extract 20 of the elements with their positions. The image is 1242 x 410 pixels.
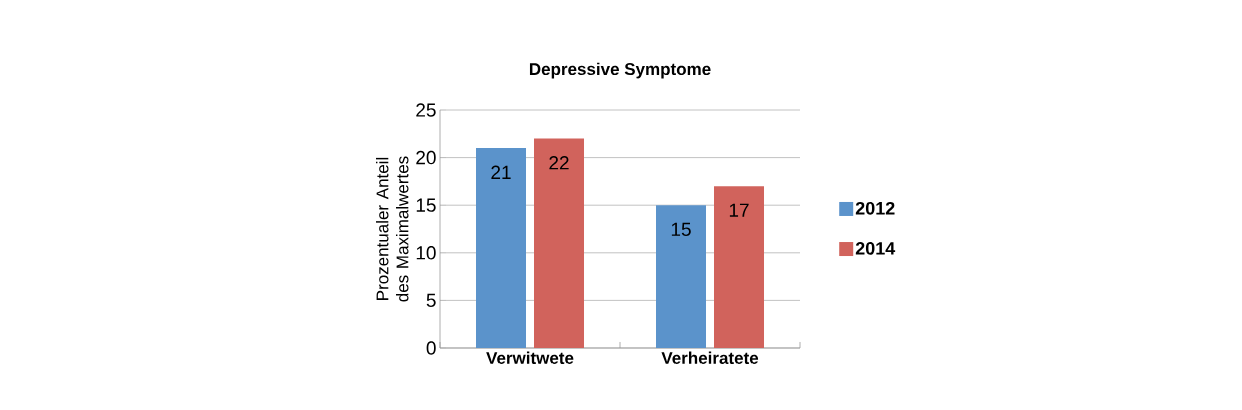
y-tick-label: 0: [426, 341, 436, 355]
legend-label: 2012: [855, 201, 895, 215]
bar: [534, 138, 585, 348]
data-label: 21: [491, 165, 511, 179]
data-label: 15: [671, 222, 691, 236]
chart-title: Depressive Symptome: [529, 62, 711, 79]
x-tick-label: Verwitwete: [486, 351, 574, 365]
legend-label: 2014: [855, 241, 896, 255]
bar: [714, 186, 765, 348]
bar: [476, 148, 526, 348]
y-tick-label: 5: [426, 293, 436, 308]
y-tick-label: 20: [416, 150, 436, 165]
data-label: 17: [729, 203, 749, 217]
x-tick-label: Verheiratete: [661, 351, 759, 365]
y-tick-label: 15: [416, 198, 436, 212]
y-axis-title: Prozentualer Anteil des Maximalwertes: [376, 156, 409, 302]
bar: [656, 205, 706, 348]
y-tick-label: 25: [416, 103, 436, 117]
data-label: 22: [549, 156, 569, 170]
y-tick-label: 10: [416, 246, 436, 260]
